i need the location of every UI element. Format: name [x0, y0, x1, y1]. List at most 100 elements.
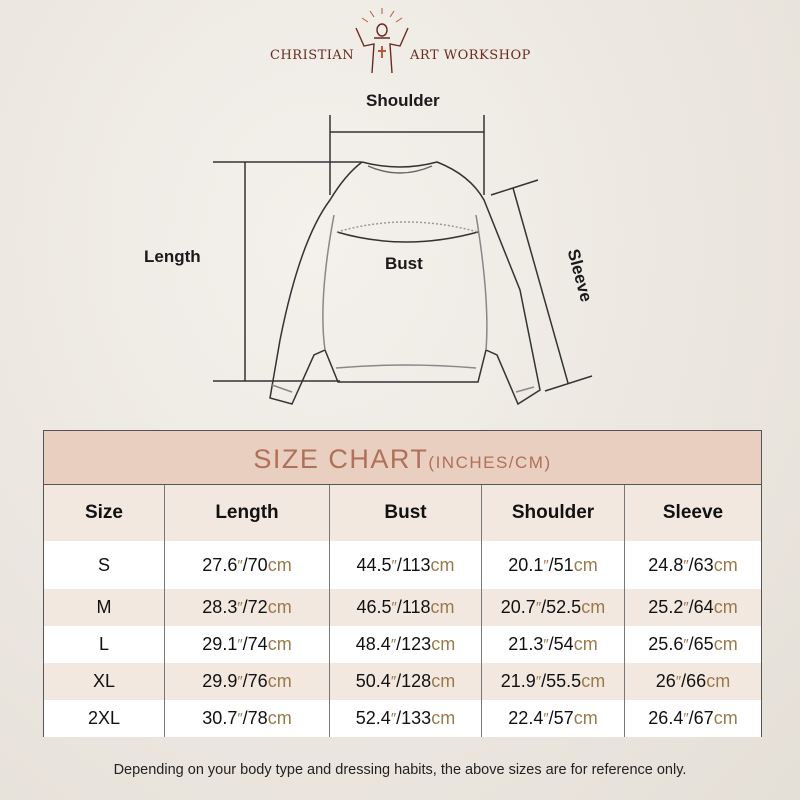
inch-value: 29.1 [202, 634, 238, 654]
cm-unit: cm [581, 597, 606, 617]
cm-unit: cm [267, 671, 292, 691]
inch-value: 28.3 [202, 597, 238, 617]
size-grid: Size Length Bust Shoulder Sleeve S 27.6 ″ /… [44, 485, 761, 737]
measurement-cell: 50.4 ″/128 cm [330, 663, 482, 700]
measurement-cell: 25.2 ″/64 cm [625, 589, 761, 626]
size-cell: S [44, 541, 165, 589]
cm-unit: cm [431, 671, 456, 691]
cm-value: 78 [247, 708, 268, 728]
measurement-cell: 21.9 ″/55.5 cm [482, 663, 625, 700]
inch-unit: ″ [675, 673, 682, 690]
cm-unit: cm [573, 708, 598, 728]
cm-unit: cm [430, 554, 455, 575]
separator: / [396, 554, 402, 575]
measurement-cell: 28.3 ″/72 cm [165, 589, 330, 626]
measurement-cell: 29.9 ″/76 cm [165, 663, 330, 700]
brand-logo: CHRISTIAN ART WORKSHOP [260, 8, 540, 78]
separator: / [242, 554, 248, 575]
jesus-open-arms-cross-icon [355, 8, 409, 74]
cm-value: 54 [553, 634, 574, 654]
measurement-cell: 29.1 ″/74 cm [165, 626, 330, 663]
cm-unit: cm [267, 597, 292, 617]
separator: / [548, 634, 554, 654]
brand-name-left: CHRISTIAN [270, 48, 355, 63]
inch-unit: ″ [535, 673, 542, 690]
cm-value: 55.5 [546, 671, 582, 691]
footnote: Depending on your body type and dressing… [113, 762, 687, 778]
header-length: Length [165, 485, 330, 541]
cm-value: 57 [553, 708, 574, 728]
separator: / [688, 554, 694, 575]
inch-value: 20.1 [508, 554, 544, 575]
inch-value: 21.3 [508, 634, 544, 654]
measurement-cell: 30.7 ″/78 cm [165, 700, 330, 737]
size-cell: XL [44, 663, 165, 700]
inch-value: 25.2 [648, 597, 684, 617]
cm-unit: cm [713, 634, 738, 654]
inch-value: 26.4 [648, 708, 684, 728]
cm-value: 63 [693, 554, 714, 575]
separator: / [396, 634, 402, 654]
size-cell: 2XL [44, 700, 165, 737]
inch-value: 27.6 [202, 554, 238, 575]
separator: / [242, 708, 248, 728]
cm-unit: cm [706, 671, 731, 691]
inch-unit: ″ [391, 599, 397, 616]
shoulder-label: Shoulder [366, 91, 440, 110]
header-shoulder: Shoulder [482, 485, 625, 541]
inch-unit: ″ [237, 673, 243, 690]
cm-unit: cm [431, 708, 456, 728]
cm-value: 51 [553, 554, 574, 575]
inch-unit: ″ [683, 556, 689, 574]
inch-value: 30.7 [202, 708, 238, 728]
inch-value: 48.4 [355, 634, 391, 654]
cm-value: 74 [247, 634, 268, 654]
cm-unit: cm [267, 634, 292, 654]
cm-value: 66 [686, 671, 707, 691]
header-bust: Bust [330, 485, 482, 541]
inch-value: 21.9 [500, 671, 536, 691]
separator: / [548, 554, 554, 575]
measurement-cell: 26.4 ″/67 cm [625, 700, 761, 737]
cm-unit: cm [573, 554, 598, 575]
size-cell: M [44, 589, 165, 626]
inch-value: 29.9 [202, 671, 238, 691]
inch-value: 44.5 [356, 554, 392, 575]
separator: / [688, 634, 694, 654]
cm-value: 67 [693, 708, 714, 728]
cm-value: 52.5 [546, 597, 582, 617]
measurement-cell: 22.4 ″/57 cm [482, 700, 625, 737]
title-units: (INCHES/CM) [428, 453, 552, 472]
separator: / [688, 708, 694, 728]
inch-unit: ″ [535, 599, 542, 616]
measurement-cell: 25.6 ″/65 cm [625, 626, 761, 663]
inch-value: 22.4 [508, 708, 544, 728]
inch-unit: ″ [237, 599, 243, 616]
inch-unit: ″ [543, 710, 549, 727]
cm-unit: cm [267, 708, 292, 728]
inch-value: 46.5 [356, 597, 392, 617]
measurement-cell: 20.7 ″/52.5 cm [482, 589, 625, 626]
measurement-cell: 44.5 ″/113 cm [330, 541, 482, 589]
measurement-cell: 24.8 ″/63 cm [625, 541, 761, 589]
inch-unit: ″ [390, 673, 397, 690]
cm-value: 123 [401, 634, 432, 654]
size-chart-title: SIZE CHART(INCHES/CM) [44, 431, 761, 485]
inch-unit: ″ [683, 599, 689, 616]
measurement-cell: 48.4 ″/123 cm [330, 626, 482, 663]
brand-name-right: ART WORKSHOP [410, 48, 531, 63]
inch-value: 20.7 [500, 597, 536, 617]
measurement-cell: 52.4 ″/133 cm [330, 700, 482, 737]
header-size: Size [44, 485, 165, 541]
cm-unit: cm [713, 597, 738, 617]
separator: / [541, 671, 547, 691]
inch-unit: ″ [543, 636, 549, 653]
inch-unit: ″ [543, 556, 549, 574]
inch-value: 52.4 [355, 708, 391, 728]
size-chart-table: SIZE CHART(INCHES/CM) Size Length Bust S… [43, 430, 762, 737]
cm-unit: cm [581, 671, 606, 691]
cm-value: 133 [401, 708, 432, 728]
cm-value: 65 [693, 634, 714, 654]
cm-value: 72 [247, 597, 268, 617]
cm-unit: cm [573, 634, 598, 654]
